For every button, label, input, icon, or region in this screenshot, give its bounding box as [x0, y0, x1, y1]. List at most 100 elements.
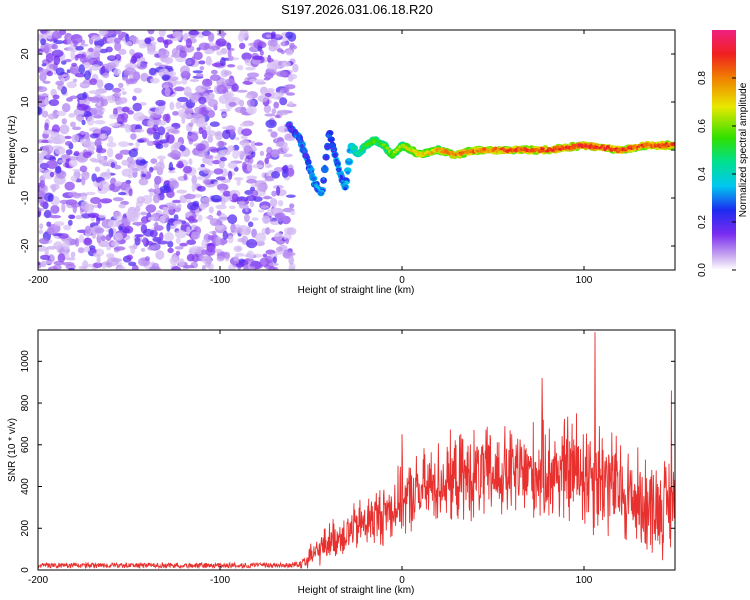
- spectrogram-noise-cell: [158, 30, 166, 37]
- spectrogram-signal-cell: [295, 130, 298, 135]
- spectrogram-signal-cell: [296, 134, 300, 139]
- spectrogram-signal-cell: [332, 152, 338, 158]
- spectrogram-noise-cell: [176, 189, 187, 194]
- spectrogram-signal-cell: [334, 158, 338, 162]
- y-tick-label: -20: [20, 238, 31, 253]
- spectrogram-noise-cell: [202, 178, 211, 185]
- spectrogram-noise-cell: [84, 225, 91, 234]
- spectrogram-noise-cell: [129, 164, 140, 173]
- spectrogram-noise-cell: [279, 97, 288, 106]
- spectrogram-noise-cell: [189, 79, 200, 82]
- spectrogram-noise-cell: [273, 101, 280, 109]
- spectrogram-noise-cell: [121, 159, 130, 166]
- colorbar-tick-label: 0.8: [697, 71, 708, 85]
- spectrogram-noise-cell: [211, 69, 218, 75]
- spectrogram-noise-cell: [133, 87, 143, 94]
- spectrogram-noise-cell: [162, 39, 173, 45]
- spectrogram-noise-cell: [100, 127, 112, 131]
- spectrogram-noise-cell: [147, 119, 154, 129]
- spectrogram-noise-cell: [227, 145, 235, 152]
- spectrogram-noise-cell: [57, 84, 63, 91]
- spectrogram-noise-cell: [99, 30, 106, 37]
- spectrogram-noise-cell: [244, 58, 250, 63]
- spectrogram-noise-cell: [204, 154, 214, 159]
- colorbar-tick-label: 0.6: [697, 119, 708, 133]
- spectrogram-noise-cell: [183, 86, 192, 97]
- spectrogram-noise-cell: [153, 165, 159, 170]
- spectrogram-noise-cell: [173, 141, 180, 151]
- spectrogram-noise-cell: [56, 110, 67, 117]
- spectrogram-noise-cell: [58, 159, 66, 164]
- spectrogram-noise-cell: [134, 234, 144, 238]
- spectrogram-noise-cell: [93, 114, 103, 119]
- spectrogram-noise-cell: [94, 45, 102, 52]
- spectrogram-noise-cell: [186, 226, 191, 235]
- spectrogram-noise-cell: [266, 152, 272, 159]
- spectrogram-noise-cell: [79, 57, 90, 63]
- spectrogram-noise-cell: [106, 147, 114, 158]
- spectrogram-noise-cell: [44, 148, 51, 159]
- spectrogram-noise-cell: [72, 126, 82, 131]
- spectrogram-noise-cell: [219, 157, 227, 162]
- spectrogram-signal-cell: [663, 145, 667, 148]
- spectrogram-noise-cell: [179, 50, 187, 58]
- spectrogram-noise-cell: [38, 229, 44, 235]
- spectrogram-noise-cell: [207, 160, 214, 166]
- spectrogram-noise-cell: [238, 258, 245, 264]
- spectrogram-noise-cell: [46, 221, 52, 227]
- spectrogram-signal-cell: [573, 146, 576, 150]
- spectrogram-noise-cell: [38, 237, 50, 245]
- spectrogram-noise-cell: [105, 234, 112, 242]
- spectrogram-noise-cell: [236, 178, 241, 186]
- spectrogram-noise-cell: [120, 217, 128, 223]
- spectrogram-noise-cell: [127, 212, 139, 223]
- spectrogram-noise-cell: [157, 36, 165, 43]
- spectrogram-noise-cell: [165, 56, 170, 65]
- spectrogram-noise-cell: [118, 141, 130, 148]
- spectrogram-noise-cell: [100, 98, 108, 107]
- spectrogram-noise-cell: [108, 136, 114, 143]
- spectrogram-noise-cell: [286, 227, 297, 236]
- spectrogram-signal-cell: [308, 165, 311, 169]
- spectrogram-noise-cell: [241, 161, 247, 172]
- spectrogram-noise-cell: [92, 107, 105, 111]
- spectrogram-noise-cell: [147, 30, 155, 35]
- spectrogram-noise-cell: [236, 65, 244, 71]
- spectrogram-noise-cell: [215, 38, 227, 47]
- spectrogram-noise-cell: [239, 140, 250, 146]
- spectrogram-noise-cell: [165, 132, 170, 141]
- spectrogram-noise-cell: [271, 108, 277, 115]
- spectrogram-noise-cell: [202, 78, 213, 87]
- spectrogram-noise-cell: [239, 123, 251, 127]
- spectrogram-noise-cell: [262, 196, 273, 200]
- spectrogram-noise-cell: [285, 251, 296, 257]
- spectrogram-noise-cell: [51, 43, 58, 50]
- spectrogram-noise-cell: [81, 119, 86, 126]
- spectrogram-noise-cell: [266, 62, 277, 70]
- spectrogram-noise-cell: [118, 82, 124, 88]
- spectrogram-noise-cell: [172, 31, 183, 39]
- spectrogram-noise-cell: [116, 266, 126, 270]
- spectrogram-noise-cell: [73, 150, 80, 156]
- spectrogram-noise-cell: [246, 226, 252, 234]
- spectrogram-noise-cell: [68, 159, 78, 168]
- y-tick-label: 400: [20, 478, 31, 495]
- spectrogram-noise-cell: [201, 249, 207, 256]
- spectrogram-noise-cell: [216, 183, 229, 191]
- spectrogram-noise-cell: [158, 120, 167, 126]
- spectrogram-noise-cell: [38, 95, 45, 102]
- spectrogram-noise-cell: [197, 214, 203, 222]
- spectrogram-noise-cell: [46, 246, 57, 250]
- spectrogram-signal-cell: [385, 146, 390, 150]
- spectrogram-noise-cell: [126, 254, 133, 261]
- spectrogram-noise-cell: [94, 166, 101, 172]
- spectrogram-noise-cell: [52, 94, 60, 100]
- spectrogram-noise-cell: [275, 35, 281, 38]
- spectrogram-noise-cell: [47, 226, 55, 235]
- spectrogram-noise-cell: [147, 50, 159, 55]
- spectrogram-noise-cell: [249, 78, 256, 83]
- spectrogram-noise-cell: [167, 128, 179, 134]
- spectrogram-noise-cell: [144, 256, 150, 262]
- spectrogram-noise-cell: [216, 50, 223, 56]
- spectrogram-noise-cell: [110, 162, 116, 169]
